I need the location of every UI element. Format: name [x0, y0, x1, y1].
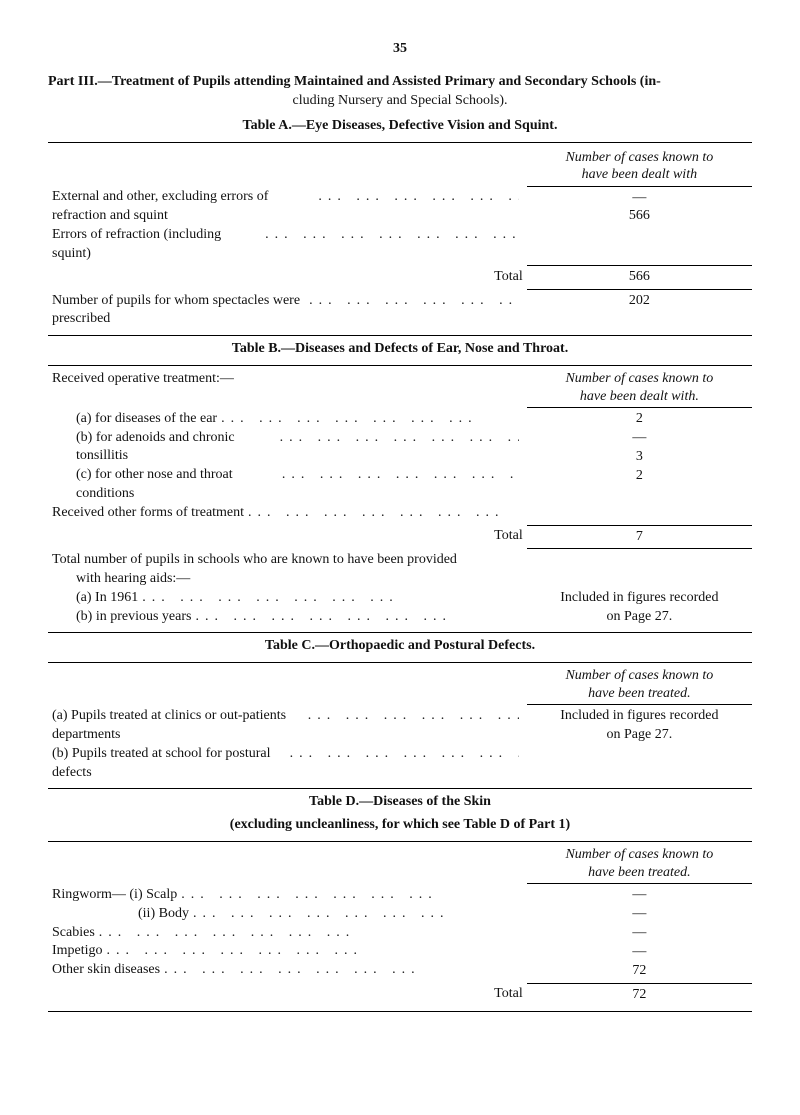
dots: ... ... ... ... ... ... ...: [282, 466, 519, 485]
tableB-v2: 3: [609, 448, 669, 467]
tableB-v1: —: [609, 429, 669, 448]
dots: ... ... ... ... ... ... ...: [164, 961, 519, 980]
tableA-title: Table A.—Eye Diseases, Defective Vision …: [48, 117, 752, 136]
page-number: 35: [48, 40, 752, 59]
tableA-val0: —: [609, 189, 669, 208]
tableA-cap2: have been dealt with: [531, 166, 748, 184]
tableB-rother: Received other forms of treatment: [52, 504, 244, 523]
dots: ... ... ... ... ... ... ...: [221, 410, 519, 429]
tableB-title: Table B.—Diseases and Defects of Ear, No…: [48, 340, 752, 359]
tableA-cap1: Number of cases known to: [531, 149, 748, 167]
tableA-extra-val: 202: [609, 292, 669, 311]
tableB-v0: 2: [609, 410, 669, 429]
rule: [48, 365, 752, 366]
dots: ... ... ... ... ... ... ...: [309, 292, 519, 311]
dots: ... ... ... ... ... ... ...: [290, 745, 519, 764]
tableD-v3: —: [609, 943, 669, 962]
tableD-total-label: Total: [48, 983, 527, 1006]
rule: [48, 142, 752, 143]
tableB-low1: Total number of pupils in schools who ar…: [52, 551, 523, 570]
tableB-vother: 2: [609, 467, 669, 486]
tableB-lv2: on Page 27.: [531, 608, 748, 627]
part-title-rest: cluding Nursery and Special Schools).: [48, 92, 752, 111]
tableC-rb: (b) Pupils treated at school for postura…: [52, 745, 286, 783]
rule: [48, 632, 752, 633]
tableC-ra: (a) Pupils treated at clinics or out-pat…: [52, 707, 304, 745]
tableB-lv1: Included in figures recorded: [531, 589, 748, 608]
tableC: Number of cases known to have been treat…: [48, 665, 752, 784]
tableB-low2: with hearing aids:—: [52, 570, 523, 589]
dots: ... ... ... ... ... ... ...: [318, 188, 518, 207]
tableA-total-label: Total: [48, 266, 527, 290]
tableD-v4: 72: [609, 962, 669, 981]
tableD-r3: Impetigo: [52, 942, 103, 961]
tableB-la: (a) In 1961: [76, 589, 138, 608]
tableA-total-val: 566: [609, 268, 669, 287]
tableD-cap1: Number of cases known to: [531, 846, 748, 864]
dots: ... ... ... ... ... ... ...: [181, 886, 519, 905]
tableD-v1: —: [609, 905, 669, 924]
dots: ... ... ... ... ... ... ...: [142, 589, 519, 608]
tableA: Number of cases known to have been dealt…: [48, 147, 752, 332]
tableB-lead: Received operative treatment:—: [52, 370, 523, 389]
dots: ... ... ... ... ... ... ...: [99, 924, 519, 943]
rule: [48, 788, 752, 789]
dots: ... ... ... ... ... ... ...: [248, 504, 519, 523]
tableC-v1: Included in figures recorded: [531, 707, 748, 726]
tableD-sub: (excluding uncleanliness, for which see …: [48, 816, 752, 835]
rule: [48, 335, 752, 336]
dots: ... ... ... ... ... ... ...: [308, 707, 519, 726]
tableB-r2: (c) for other nose and throat conditions: [76, 466, 278, 504]
tableC-title: Table C.—Orthopaedic and Postural Defect…: [48, 637, 752, 656]
tableC-cap2: have been treated.: [531, 685, 748, 703]
tableD-v2: —: [609, 924, 669, 943]
rule: [48, 1011, 752, 1012]
tableC-cap1: Number of cases known to: [531, 667, 748, 685]
tableB-r1: (b) for adenoids and chronic tonsillitis: [76, 429, 276, 467]
dots: ... ... ... ... ... ... ...: [107, 942, 519, 961]
tableB-total-val: 7: [609, 528, 669, 547]
tableB: Received operative treatment:— Number of…: [48, 368, 752, 628]
tableD-total-val: 72: [609, 986, 669, 1005]
dots: ... ... ... ... ... ... ...: [265, 226, 519, 245]
tableD-r2: Scabies: [52, 924, 95, 943]
tableA-row1: Errors of refraction (including squint): [52, 226, 261, 264]
tableD-cap2: have been treated.: [531, 864, 748, 882]
tableB-lb: (b) in previous years: [76, 608, 191, 627]
tableD: Number of cases known to have been treat…: [48, 844, 752, 1006]
tableB-cap2: have been dealt with.: [531, 388, 748, 406]
part-title-bold: Part III.—Treatment of Pupils attending …: [48, 74, 661, 89]
tableD-r0: Ringworm— (i) Scalp: [52, 886, 177, 905]
tableB-cap1: Number of cases known to: [531, 370, 748, 388]
dots: ... ... ... ... ... ... ...: [195, 608, 518, 627]
tableD-v0: —: [609, 886, 669, 905]
rule: [48, 841, 752, 842]
rule: [48, 662, 752, 663]
tableB-r0: (a) for diseases of the ear: [76, 410, 217, 429]
tableB-total-label: Total: [48, 525, 527, 549]
dots: ... ... ... ... ... ... ...: [280, 429, 519, 448]
tableC-v2: on Page 27.: [531, 726, 748, 745]
tableA-extra: Number of pupils for whom spectacles wer…: [52, 292, 305, 330]
tableA-row0: External and other, excluding errors of …: [52, 188, 314, 226]
tableD-r1: (ii) Body: [138, 905, 189, 924]
tableD-title: Table D.—Diseases of the Skin: [48, 793, 752, 812]
tableD-r4: Other skin diseases: [52, 961, 160, 980]
tableA-val1: 566: [609, 207, 669, 226]
part-title: Part III.—Treatment of Pupils attending …: [48, 73, 752, 111]
dots: ... ... ... ... ... ... ...: [193, 905, 519, 924]
